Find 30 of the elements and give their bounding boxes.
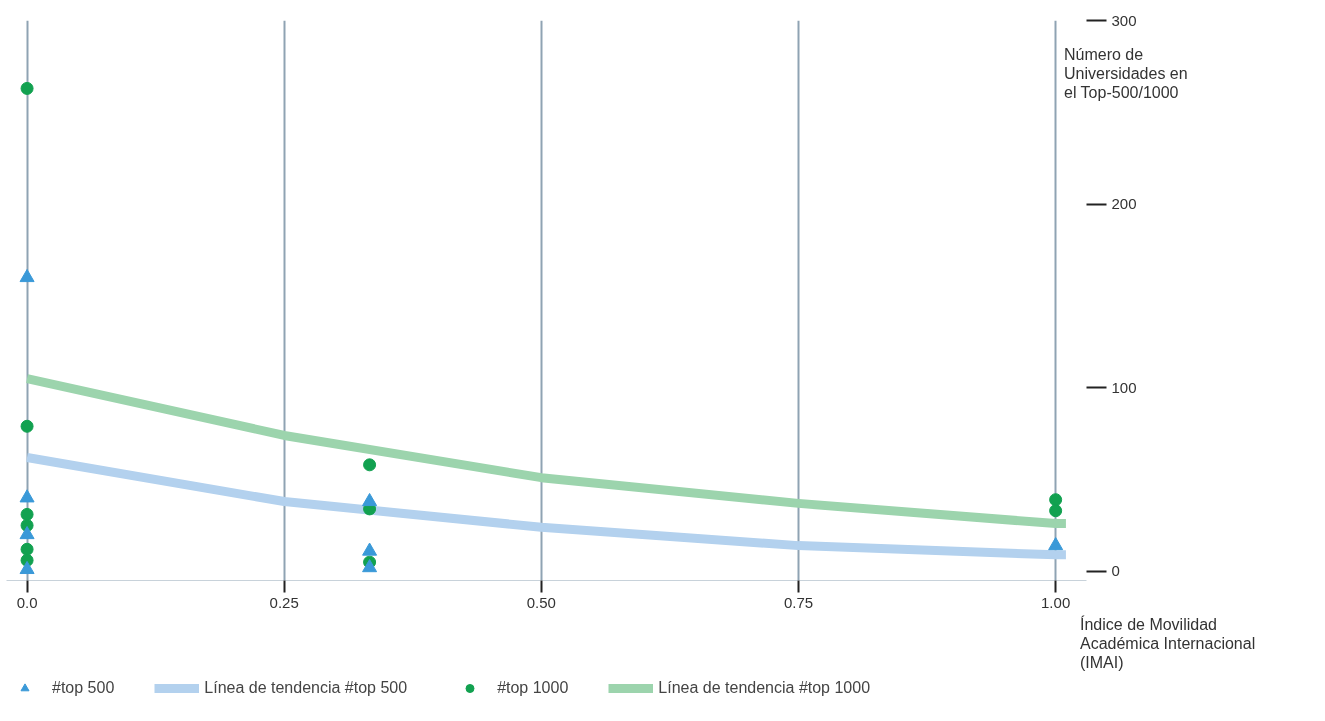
point <box>1049 504 1063 518</box>
point <box>20 542 34 556</box>
legend-label: #top 1000 <box>497 679 569 697</box>
y-tick-label: 100 <box>1111 378 1137 396</box>
x-tick-label: 0.75 <box>783 593 814 611</box>
point <box>362 542 378 556</box>
y-tick-label: 0 <box>1111 562 1120 580</box>
point <box>362 559 378 573</box>
point <box>19 560 35 575</box>
legend-label: Línea de tendencia #top 1000 <box>658 679 871 697</box>
point <box>19 526 35 540</box>
x-tick-label: 0.25 <box>269 593 299 611</box>
point <box>1049 493 1063 507</box>
legend-label: Línea de tendencia #top 500 <box>204 679 408 697</box>
legend-label: #top 500 <box>52 679 115 697</box>
point <box>20 419 34 433</box>
y-tick-label: 200 <box>1111 195 1137 213</box>
point <box>1048 537 1064 551</box>
x-tick-label: 0.0 <box>16 593 38 611</box>
point <box>363 458 377 472</box>
y-tick-label: 300 <box>1111 11 1137 29</box>
x-tick-label: 1.00 <box>1041 593 1071 611</box>
point <box>20 81 34 95</box>
point <box>20 507 34 521</box>
y-axis-title: Número de Universidades en el Top-500/1000 <box>1064 45 1188 103</box>
point <box>362 492 378 507</box>
x-tick-label: 0.50 <box>526 593 556 611</box>
point <box>19 268 35 283</box>
x-axis-title: Índice de Movilidad Académica Internacional (IMAI) <box>1080 615 1256 673</box>
point <box>19 489 35 503</box>
